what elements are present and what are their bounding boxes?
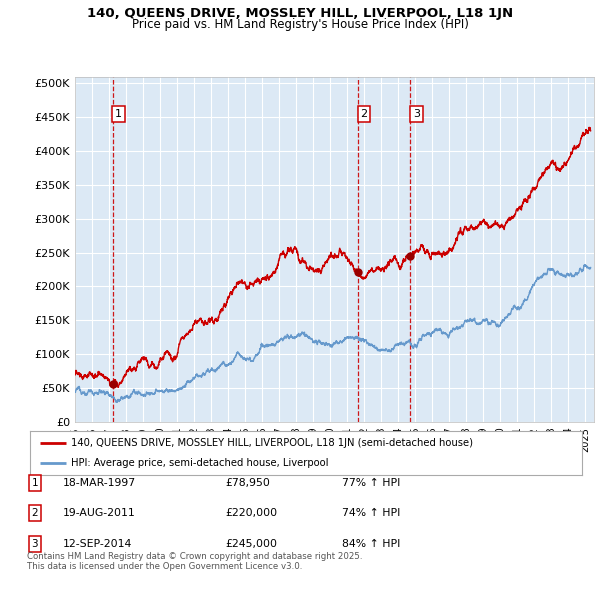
Text: 77% ↑ HPI: 77% ↑ HPI xyxy=(342,478,400,487)
Text: 3: 3 xyxy=(413,109,420,119)
Text: 19-AUG-2011: 19-AUG-2011 xyxy=(63,509,136,518)
Text: Contains HM Land Registry data © Crown copyright and database right 2025.
This d: Contains HM Land Registry data © Crown c… xyxy=(27,552,362,571)
Text: 84% ↑ HPI: 84% ↑ HPI xyxy=(342,539,400,549)
Text: 1: 1 xyxy=(115,109,122,119)
Text: 140, QUEENS DRIVE, MOSSLEY HILL, LIVERPOOL, L18 1JN (semi-detached house): 140, QUEENS DRIVE, MOSSLEY HILL, LIVERPO… xyxy=(71,438,473,448)
Text: £245,000: £245,000 xyxy=(225,539,277,549)
Text: £220,000: £220,000 xyxy=(225,509,277,518)
Text: Price paid vs. HM Land Registry's House Price Index (HPI): Price paid vs. HM Land Registry's House … xyxy=(131,18,469,31)
Text: 3: 3 xyxy=(31,539,38,549)
Text: 2: 2 xyxy=(361,109,368,119)
Text: £78,950: £78,950 xyxy=(225,478,270,487)
Text: HPI: Average price, semi-detached house, Liverpool: HPI: Average price, semi-detached house,… xyxy=(71,458,329,468)
Text: 2: 2 xyxy=(31,509,38,518)
Text: 18-MAR-1997: 18-MAR-1997 xyxy=(63,478,136,487)
Text: 140, QUEENS DRIVE, MOSSLEY HILL, LIVERPOOL, L18 1JN: 140, QUEENS DRIVE, MOSSLEY HILL, LIVERPO… xyxy=(87,7,513,20)
Text: 12-SEP-2014: 12-SEP-2014 xyxy=(63,539,133,549)
Text: 74% ↑ HPI: 74% ↑ HPI xyxy=(342,509,400,518)
Text: 1: 1 xyxy=(31,478,38,487)
